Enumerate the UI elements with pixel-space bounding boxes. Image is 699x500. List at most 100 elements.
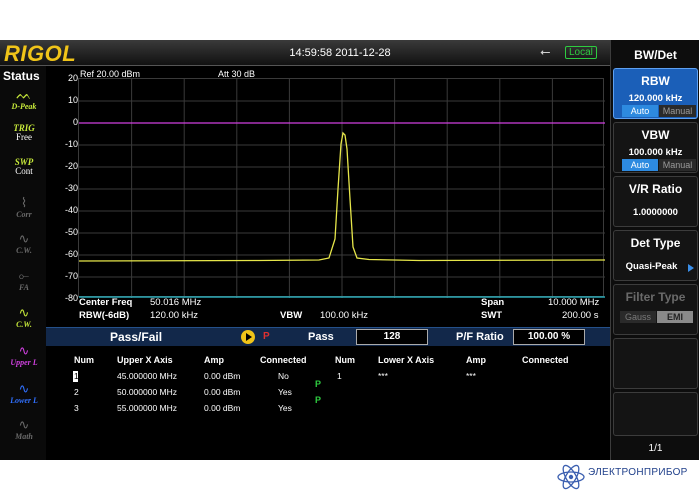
connection-mark: P bbox=[315, 379, 322, 389]
rigol-logo: RIGOL bbox=[4, 41, 77, 66]
upper-row-x[interactable]: 50.000000 MHz bbox=[117, 387, 178, 397]
y-tick: 10 bbox=[67, 95, 78, 105]
vr-ratio-softkey[interactable]: V/R Ratio 1.0000000 bbox=[613, 176, 698, 227]
lower-amp-header: Amp bbox=[466, 355, 486, 365]
rbw-info-label: RBW(-6dB) bbox=[79, 310, 130, 321]
vr-ratio-value: 1.0000000 bbox=[633, 207, 678, 218]
y-tick: -30 bbox=[64, 183, 78, 193]
reference-level: Ref 20.00 dBm bbox=[80, 69, 141, 79]
upper-amp-header: Amp bbox=[204, 355, 224, 365]
y-tick: -20 bbox=[64, 161, 78, 171]
upper-x-header: Upper X Axis bbox=[117, 355, 173, 365]
empty-softkey[interactable] bbox=[613, 392, 698, 436]
lower-connected-header: Connected bbox=[522, 355, 569, 365]
upper-row-x[interactable]: 55.000000 MHz bbox=[117, 403, 178, 413]
y-tick: -40 bbox=[64, 205, 78, 215]
upper-row-amp[interactable]: 0.00 dBm bbox=[204, 403, 241, 413]
vbw-manual-toggle[interactable]: Manual bbox=[659, 159, 696, 171]
cw-icon[interactable]: ∿ C.W. bbox=[16, 231, 32, 256]
correction-icon[interactable]: ⌇ Corr bbox=[16, 195, 32, 220]
peak-detector-icon[interactable]: ᨓ D-Peak bbox=[11, 87, 37, 112]
spectrum-plot[interactable] bbox=[78, 78, 605, 298]
ratio-label: P/F Ratio bbox=[456, 331, 504, 343]
status-title: Status bbox=[3, 69, 40, 83]
rbw-softkey[interactable]: RBW 120.000 kHz Auto Manual bbox=[613, 68, 698, 119]
top-bar: RIGOL 14:59:58 2011-12-28 ⭠ Local bbox=[0, 40, 610, 66]
upper-row-amp[interactable]: 0.00 dBm bbox=[204, 387, 241, 397]
table-cursor bbox=[73, 371, 78, 382]
vbw-info-label: VBW bbox=[280, 310, 303, 321]
status-panel: Status ᨓ D-Peak TRIG Free SWP Cont ⌇ Corr ∿ C… bbox=[0, 66, 46, 460]
upper-row-num[interactable]: 3 bbox=[74, 403, 79, 413]
lower-row-x[interactable]: *** bbox=[378, 371, 388, 381]
y-tick: -10 bbox=[64, 139, 78, 149]
rbw-auto-toggle[interactable]: Auto bbox=[622, 105, 658, 117]
atom-logo-icon bbox=[557, 464, 585, 490]
vbw-info-value: 100.00 kHz bbox=[320, 310, 369, 321]
rbw-info-value: 120.00 kHz bbox=[150, 310, 199, 321]
y-tick: -60 bbox=[64, 249, 78, 259]
vr-ratio-label: V/R Ratio bbox=[628, 182, 683, 196]
lower-x-header: Lower X Axis bbox=[378, 355, 435, 365]
cursor-wave-icon[interactable]: ∿ C.W. bbox=[16, 305, 32, 330]
watermark: ЭЛЕКТРОНПРИБОР bbox=[556, 456, 699, 500]
fa-icon[interactable]: ⟜ FA bbox=[18, 268, 30, 293]
center-freq-label: Center Freq bbox=[79, 297, 133, 308]
pass-fail-title: Pass/Fail bbox=[110, 330, 163, 344]
det-type-label: Det Type bbox=[630, 236, 681, 250]
vbw-softkey[interactable]: VBW 100.000 kHz Auto Manual bbox=[613, 122, 698, 173]
rbw-manual-toggle[interactable]: Manual bbox=[659, 105, 696, 117]
det-type-softkey[interactable]: Det Type Quasi-Peak bbox=[613, 230, 698, 281]
play-icon[interactable] bbox=[241, 330, 255, 344]
vbw-value: 100.000 kHz bbox=[628, 147, 683, 158]
analyzer-screen: RIGOL 14:59:58 2011-12-28 ⭠ Local Status… bbox=[0, 40, 699, 460]
lower-num-header: Num bbox=[335, 355, 355, 365]
math-icon[interactable]: ∿ Math bbox=[15, 417, 33, 442]
vbw-auto-toggle[interactable]: Auto bbox=[622, 159, 658, 171]
usb-icon: ⭠ bbox=[540, 44, 551, 59]
filter-type-softkey[interactable]: Filter Type Gauss EMI bbox=[613, 284, 698, 335]
upper-row-x[interactable]: 45.000000 MHz bbox=[117, 371, 178, 381]
upper-row-amp[interactable]: 0.00 dBm bbox=[204, 371, 241, 381]
pass-indicator: P bbox=[263, 331, 270, 342]
upper-row-num[interactable]: 1 bbox=[74, 371, 79, 381]
datetime: 14:59:58 2011-12-28 bbox=[289, 47, 391, 59]
lower-row-amp[interactable]: *** bbox=[466, 371, 476, 381]
swt-label: SWT bbox=[481, 310, 503, 321]
lower-limit-icon[interactable]: ∿ Lower L bbox=[10, 381, 38, 406]
swt-value: 200.00 s bbox=[562, 310, 599, 321]
span-label: Span bbox=[481, 297, 505, 308]
sweep-indicator[interactable]: SWP Cont bbox=[14, 157, 34, 176]
y-tick: -70 bbox=[64, 271, 78, 281]
submenu-arrow-icon bbox=[688, 264, 694, 272]
upper-connected-header: Connected bbox=[260, 355, 307, 365]
watermark-text: ЭЛЕКТРОНПРИБОР bbox=[588, 467, 688, 478]
filter-type-label: Filter Type bbox=[625, 290, 686, 304]
y-tick: 20 bbox=[67, 73, 78, 83]
upper-num-header: Num bbox=[74, 355, 94, 365]
upper-row-connected[interactable]: Yes bbox=[278, 403, 292, 413]
softkey-menu: BW/Det RBW 120.000 kHz Auto Manual VBW 1… bbox=[610, 40, 699, 460]
upper-row-connected[interactable]: Yes bbox=[278, 387, 292, 397]
span-value: 10.000 MHz bbox=[548, 297, 600, 308]
y-tick: 0 bbox=[72, 117, 78, 127]
rbw-value: 120.000 kHz bbox=[628, 93, 683, 104]
empty-softkey[interactable] bbox=[613, 338, 698, 389]
filter-gauss-option[interactable]: Gauss bbox=[620, 311, 656, 323]
spectrum-trace bbox=[79, 131, 605, 262]
rbw-label: RBW bbox=[641, 74, 670, 88]
spectrum-graph bbox=[79, 79, 605, 298]
upper-row-connected[interactable]: No bbox=[278, 371, 289, 381]
upper-row-num[interactable]: 2 bbox=[74, 387, 79, 397]
local-badge: Local bbox=[565, 46, 597, 59]
pass-label: Pass bbox=[308, 331, 334, 343]
pass-count: 128 bbox=[356, 329, 428, 345]
det-type-value: Quasi-Peak bbox=[625, 261, 678, 272]
filter-emi-option[interactable]: EMI bbox=[657, 311, 693, 323]
upper-limit-icon[interactable]: ∿ Upper L bbox=[10, 343, 38, 368]
connection-mark: P bbox=[315, 395, 322, 405]
center-freq-value: 50.016 MHz bbox=[150, 297, 202, 308]
trigger-indicator[interactable]: TRIG Free bbox=[13, 123, 35, 142]
attenuation: Att 30 dB bbox=[218, 69, 256, 79]
lower-row-num[interactable]: 1 bbox=[337, 371, 342, 381]
